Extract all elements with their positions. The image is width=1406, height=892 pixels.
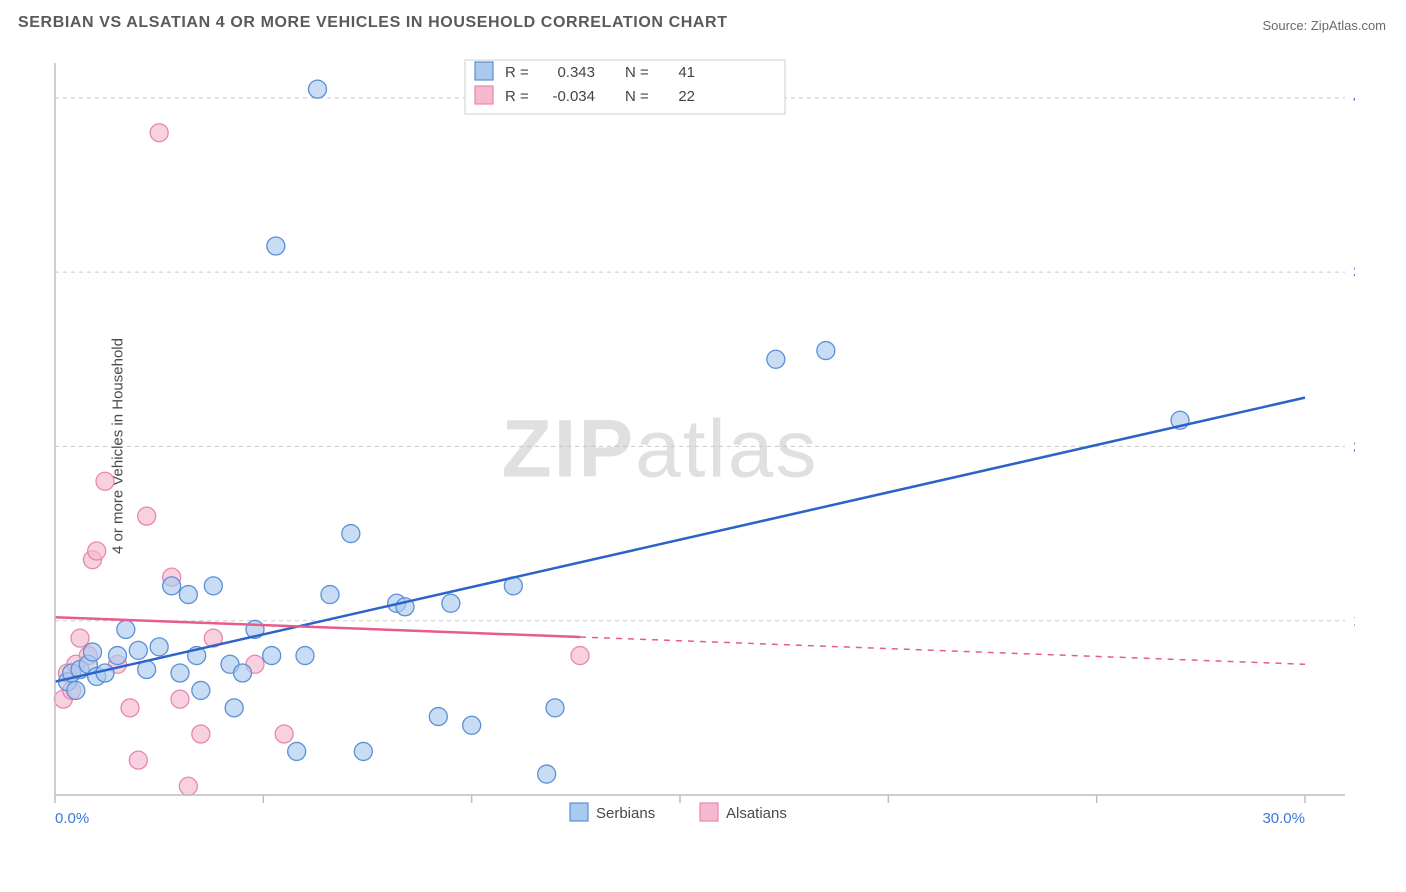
svg-text:R =: R = — [505, 64, 529, 81]
legend-swatch — [700, 803, 718, 821]
y-tick-label: 20.0% — [1353, 438, 1355, 455]
data-point — [88, 542, 106, 560]
data-point — [546, 699, 564, 717]
data-point — [275, 725, 293, 743]
data-point — [354, 742, 372, 760]
data-point — [234, 664, 252, 682]
svg-text:41: 41 — [678, 64, 695, 81]
source-label: Source: ZipAtlas.com — [1262, 18, 1386, 33]
legend-swatch — [475, 86, 493, 104]
data-point — [129, 641, 147, 659]
data-point — [429, 708, 447, 726]
scatter-plot: ZIPatlas 0.0% 30.0% 10.0% 20.0% 30.0% 40.0% R =… — [45, 55, 1355, 825]
data-point — [117, 620, 135, 638]
data-point — [342, 525, 360, 543]
data-point — [84, 643, 102, 661]
data-point — [321, 586, 339, 604]
data-point — [571, 647, 589, 665]
svg-text:-0.034: -0.034 — [552, 88, 595, 105]
data-point — [121, 699, 139, 717]
data-point — [179, 777, 197, 795]
data-point — [225, 699, 243, 717]
data-point — [288, 742, 306, 760]
data-point — [171, 690, 189, 708]
data-point — [150, 638, 168, 656]
svg-text:0.343: 0.343 — [557, 64, 595, 81]
data-point — [129, 751, 147, 769]
data-point — [67, 681, 85, 699]
x-tick-label: 0.0% — [55, 810, 89, 827]
svg-text:N =: N = — [625, 88, 649, 105]
data-point — [96, 472, 114, 490]
data-point — [267, 237, 285, 255]
data-point — [71, 629, 89, 647]
data-point — [296, 647, 314, 665]
data-point — [204, 577, 222, 595]
data-point — [192, 681, 210, 699]
data-point — [263, 647, 281, 665]
legend-swatch — [475, 62, 493, 80]
data-point — [163, 577, 181, 595]
data-point — [192, 725, 210, 743]
data-point — [442, 594, 460, 612]
data-point — [309, 80, 327, 98]
data-point — [767, 350, 785, 368]
svg-text:R =: R = — [505, 88, 529, 105]
data-point — [171, 664, 189, 682]
legend-label: Serbians — [596, 805, 655, 822]
y-tick-label: 10.0% — [1353, 613, 1355, 630]
data-point — [109, 647, 127, 665]
svg-text:ZIPatlas: ZIPatlas — [502, 403, 819, 494]
data-point — [179, 586, 197, 604]
legend-label: Alsatians — [726, 805, 787, 822]
chart-title: SERBIAN VS ALSATIAN 4 OR MORE VEHICLES I… — [18, 14, 728, 32]
data-point — [817, 342, 835, 360]
svg-text:22: 22 — [678, 88, 695, 105]
y-tick-label: 40.0% — [1353, 90, 1355, 107]
data-point — [138, 507, 156, 525]
x-tick-label: 30.0% — [1262, 810, 1305, 827]
legend-swatch — [570, 803, 588, 821]
y-tick-label: 30.0% — [1353, 264, 1355, 281]
svg-text:N =: N = — [625, 64, 649, 81]
data-point — [150, 124, 168, 142]
data-point — [538, 765, 556, 783]
data-point — [463, 716, 481, 734]
